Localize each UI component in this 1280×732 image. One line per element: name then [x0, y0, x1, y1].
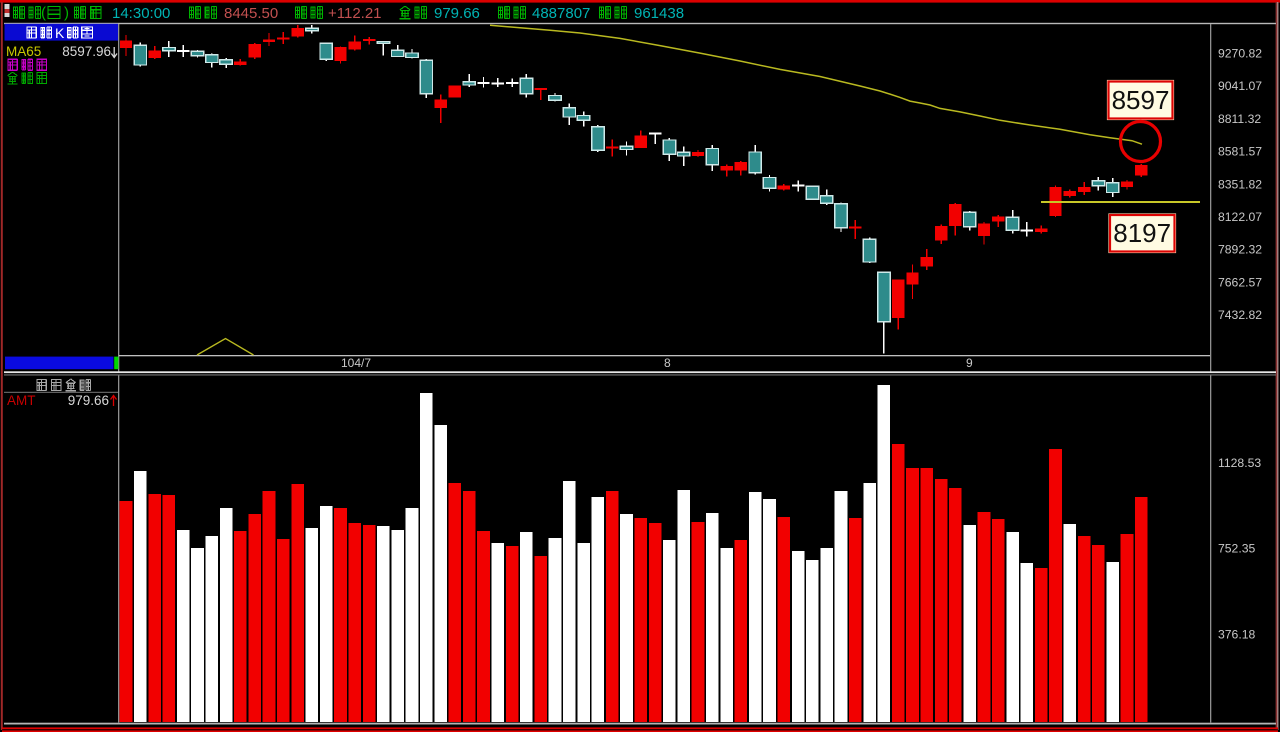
svg-text:8445.50: 8445.50	[224, 5, 278, 22]
svg-text:8597.96: 8597.96	[62, 44, 111, 59]
svg-text:1128.53: 1128.53	[1218, 456, 1261, 470]
svg-text:8811.32: 8811.32	[1218, 112, 1261, 126]
svg-text:14:30:00: 14:30:00	[112, 5, 170, 22]
svg-text:MA65: MA65	[6, 44, 41, 59]
svg-text:376.18: 376.18	[1218, 628, 1255, 642]
svg-text:9: 9	[966, 356, 973, 370]
svg-text:979.66: 979.66	[434, 5, 480, 22]
svg-text:8197: 8197	[1113, 218, 1171, 248]
svg-text:): )	[64, 5, 69, 22]
svg-text:8351.82: 8351.82	[1218, 177, 1262, 191]
svg-text:4887807: 4887807	[532, 5, 590, 22]
svg-text:7432.82: 7432.82	[1218, 308, 1262, 322]
svg-text:104/7: 104/7	[341, 356, 371, 370]
svg-text:8122.07: 8122.07	[1218, 210, 1262, 224]
svg-text:8581.57: 8581.57	[1218, 145, 1262, 159]
svg-text:8597: 8597	[1112, 85, 1170, 115]
svg-text:K: K	[55, 25, 65, 41]
svg-text:752.35: 752.35	[1218, 542, 1255, 556]
svg-text:979.66: 979.66	[68, 393, 109, 408]
svg-text:+112.21: +112.21	[328, 5, 382, 22]
svg-text:9270.82: 9270.82	[1218, 46, 1262, 60]
svg-text:(: (	[41, 5, 46, 22]
svg-text:8: 8	[664, 356, 671, 370]
svg-text:7892.32: 7892.32	[1218, 243, 1262, 257]
svg-text:9041.07: 9041.07	[1218, 79, 1262, 93]
svg-text:AMT: AMT	[7, 393, 36, 408]
svg-text:7662.57: 7662.57	[1218, 275, 1262, 289]
svg-text:961438: 961438	[634, 5, 684, 22]
